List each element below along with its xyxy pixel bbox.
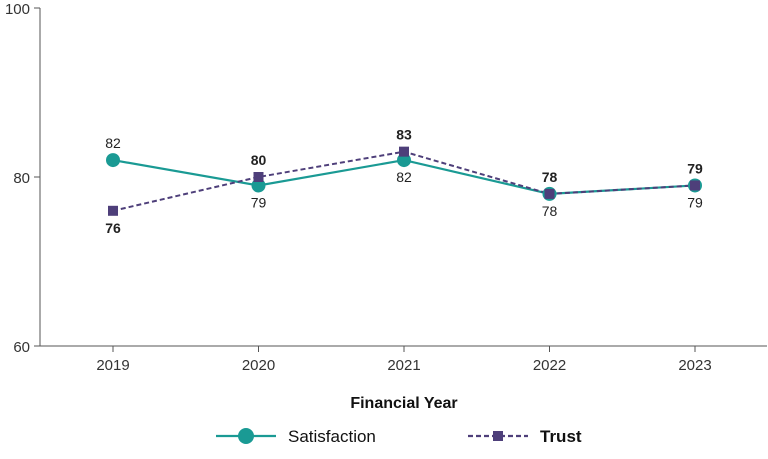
data-label-trust: 83 xyxy=(396,127,412,143)
data-label-trust: 80 xyxy=(251,152,267,168)
legend-item-satisfaction: Satisfaction xyxy=(216,427,376,446)
data-label-satisfaction: 79 xyxy=(687,194,703,210)
legend-label: Trust xyxy=(540,427,582,446)
legend-marker xyxy=(238,428,254,444)
y-tick-label: 60 xyxy=(13,339,30,356)
data-label-trust: 79 xyxy=(687,160,703,176)
data-point-trust xyxy=(399,146,409,157)
data-label-trust: 76 xyxy=(105,220,121,236)
data-label-satisfaction: 82 xyxy=(396,169,412,185)
data-point-trust xyxy=(108,205,118,216)
x-axis-title: Financial Year xyxy=(350,395,457,412)
x-tick-label: 2021 xyxy=(387,357,420,374)
x-tick-label: 2022 xyxy=(533,357,566,374)
data-point-trust xyxy=(253,172,264,182)
legend-label: Satisfaction xyxy=(288,427,376,446)
data-label-trust: 78 xyxy=(542,169,558,185)
legend: Satisfaction Trust xyxy=(216,427,582,446)
data-label-satisfaction: 78 xyxy=(542,203,558,219)
legend-item-trust: Trust xyxy=(468,427,582,446)
data-point-satisfaction xyxy=(106,153,120,168)
data-point-trust xyxy=(544,188,555,199)
axes: 60 80 100 2019 2020 2021 2022 2023 xyxy=(5,1,767,374)
series-layer xyxy=(106,146,702,216)
x-tick-label: 2020 xyxy=(242,357,275,374)
x-tick-label: 2023 xyxy=(678,357,711,374)
y-tick-label: 100 xyxy=(5,1,30,18)
legend-marker xyxy=(493,431,503,441)
x-tick-label: 2019 xyxy=(96,357,129,374)
data-labels: 82 79 82 78 79 76 80 83 78 79 xyxy=(105,127,703,236)
data-label-satisfaction: 82 xyxy=(105,135,121,151)
data-point-trust xyxy=(690,180,700,191)
data-label-satisfaction: 79 xyxy=(251,194,267,210)
y-tick-label: 80 xyxy=(13,170,30,187)
